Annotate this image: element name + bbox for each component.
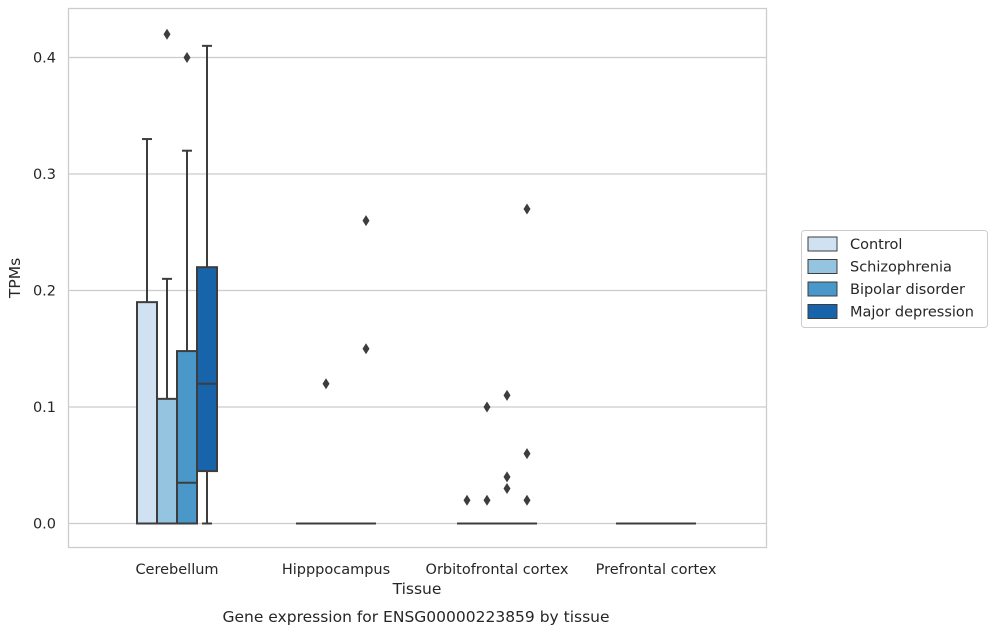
box-2-3 [517,203,537,525]
y-axis-label: TPMs [6,258,24,299]
y-tick-label: 0.0 [33,517,56,533]
y-tick-label: 0.2 [33,284,56,300]
outlier-point [503,483,511,495]
box-1-3 [356,215,376,525]
box-2-0 [457,494,477,525]
legend-swatch [807,281,838,297]
x-tick-label: Hipppocampus [282,562,390,578]
box-0-3 [196,44,218,525]
box-body [176,350,198,525]
box-0-0 [136,138,158,525]
legend-swatch [807,259,838,274]
box-body [136,301,158,525]
outlier-point [463,494,471,506]
box-2-2 [497,389,517,525]
outlier-point [523,448,531,460]
x-axis-label: Tissue [392,580,442,598]
plot-frame [67,7,768,549]
outlier-point [322,378,330,390]
legend: Control Schizophrenia Bipolar disorder Majo… [801,230,988,328]
y-tick-label: 0.4 [33,51,56,67]
box-body [196,266,218,473]
outlier-point [362,215,370,227]
legend-frame [801,230,988,328]
legend-label: Control [850,237,902,253]
box-body [156,397,178,525]
x-axis-ticks: Cerebellum Hipppocampus Orbitofrontal cort… [135,562,716,578]
box-0-1 [156,28,178,525]
box-0-2 [176,52,198,525]
x-tick-label: Orbitofrontal cortex [426,562,569,578]
outlier-point [483,494,491,506]
outlier-point [483,401,491,413]
box-series [136,28,696,525]
legend-label: Schizophrenia [850,260,952,276]
figure-caption: Gene expression for ENSG00000223859 by t… [222,608,609,626]
legend-label: Bipolar disorder [850,282,965,298]
box-2-1 [477,401,497,525]
legend-swatch [807,236,838,252]
y-tick-label: 0.1 [33,400,56,416]
legend-swatch [807,304,838,319]
legend-label: Major depression [850,305,974,321]
y-axis-ticks: 0.0 0.1 0.2 0.3 0.4 [33,51,56,533]
x-tick-label: Cerebellum [135,562,218,578]
outlier-point [503,389,511,401]
outlier-point [362,343,370,355]
outlier-point [523,494,531,506]
outlier-point [183,52,191,63]
outlier-point [163,28,171,40]
outlier-point [503,471,511,483]
outlier-point [523,203,531,215]
y-tick-label: 0.3 [33,167,56,183]
box-1-1 [316,378,336,525]
x-tick-label: Prefrontal cortex [596,562,717,578]
